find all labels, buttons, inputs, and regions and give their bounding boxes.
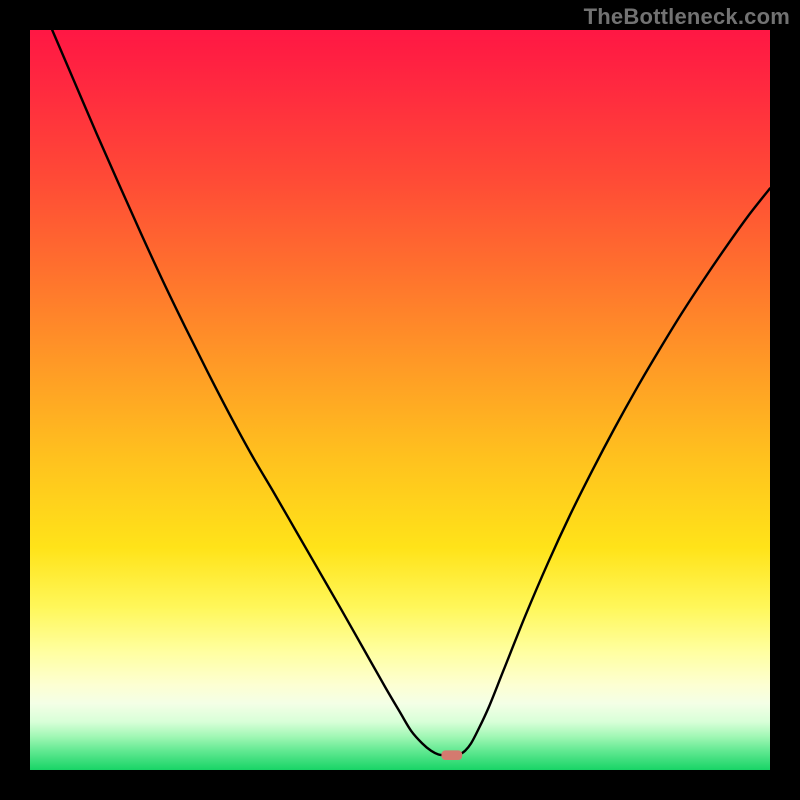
optimal-point-marker	[441, 750, 462, 760]
plot-background	[30, 30, 770, 770]
chart-canvas	[0, 0, 800, 800]
watermark-label: TheBottleneck.com	[584, 4, 790, 30]
figure-root: TheBottleneck.com	[0, 0, 800, 800]
